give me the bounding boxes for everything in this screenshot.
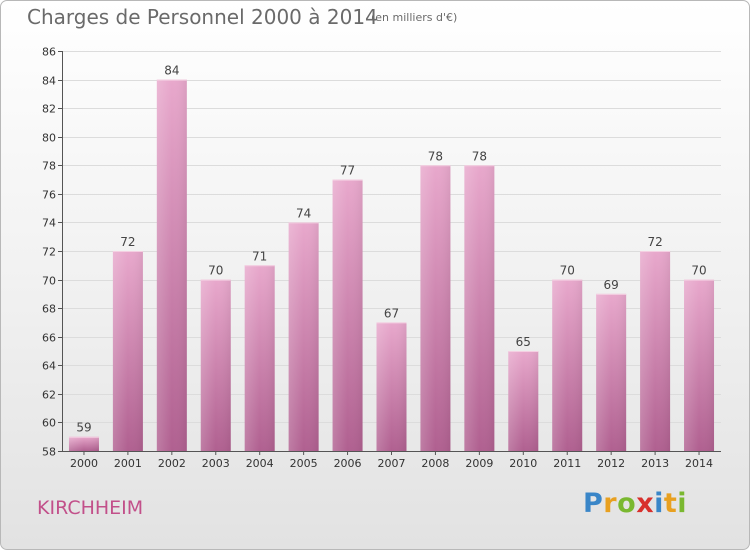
y-tick-label: 62 (42, 389, 56, 402)
bar-shine (508, 351, 539, 451)
y-tick-label: 66 (42, 332, 56, 345)
labels: 58 60 62 64 66 68 70 72 74 76 78 80 82 84 86 59 2000 72 20… (42, 46, 713, 471)
x-tick-label: 2012 (597, 457, 625, 470)
y-tick-label: 82 (42, 103, 56, 116)
bar-shine (156, 79, 187, 452)
x-tick-label: 2009 (465, 457, 493, 470)
bar-shine (420, 165, 451, 452)
bar-shine (640, 251, 671, 451)
logo-letter: i (677, 488, 688, 519)
bar-value-label: 78 (428, 149, 443, 163)
x-tick-label: 2008 (421, 457, 449, 470)
x-tick-label: 2014 (685, 457, 713, 470)
y-tick-label: 72 (42, 246, 56, 259)
x-tick-label: 2001 (114, 457, 142, 470)
chart-subtitle: (en milliers d'€) (371, 11, 458, 24)
bar-value-label: 67 (384, 306, 399, 320)
bar-value-label: 84 (164, 64, 179, 78)
y-tick-label: 60 (42, 417, 56, 430)
x-tick-label: 2003 (202, 457, 230, 470)
logo-letter: P (583, 488, 604, 519)
x-tick-label: 2011 (553, 457, 581, 470)
x-tick-label: 2000 (70, 457, 98, 470)
bar-value-label: 70 (208, 264, 223, 278)
bar-value-label: 78 (472, 149, 487, 163)
bar-value-label: 72 (120, 235, 135, 249)
bar-value-label: 69 (604, 278, 619, 292)
x-tick-label: 2010 (509, 457, 537, 470)
logo-letter: t (663, 488, 678, 519)
bar-value-label: 71 (252, 249, 267, 263)
x-tick-label: 2004 (246, 457, 274, 470)
logo-letter: x (636, 488, 655, 519)
bar-value-label: 59 (76, 421, 91, 435)
bars (68, 79, 715, 452)
y-tick-label: 74 (42, 217, 56, 230)
bar-shine (376, 322, 407, 451)
bar-shine (288, 222, 319, 451)
bar-value-label: 70 (691, 264, 706, 278)
y-tick-label: 80 (42, 132, 56, 145)
bar-value-label: 72 (647, 235, 662, 249)
y-tick-label: 76 (42, 189, 56, 202)
axes (58, 51, 721, 455)
chart-title: Charges de Personnel 2000 à 2014 (27, 5, 378, 29)
bar-value-label: 65 (516, 335, 531, 349)
bar-shine (200, 279, 231, 451)
bar-shine (68, 436, 99, 451)
logo-letter: r (603, 488, 618, 519)
bar-shine (552, 279, 583, 451)
logo-letter: i (654, 488, 664, 519)
place-name: KIRCHHEIM (37, 497, 144, 519)
bar-value-label: 77 (340, 164, 355, 178)
x-tick-label: 2002 (158, 457, 186, 470)
y-tick-label: 86 (42, 46, 56, 59)
y-tick-label: 58 (42, 446, 56, 459)
x-tick-label: 2005 (290, 457, 318, 470)
bar-shine (464, 165, 495, 452)
bar-shine (332, 179, 363, 452)
y-tick-label: 78 (42, 160, 56, 173)
x-tick-label: 2006 (334, 457, 362, 470)
logo-letter: o (617, 488, 637, 519)
y-tick-label: 68 (42, 303, 56, 316)
x-tick-label: 2013 (641, 457, 669, 470)
bar-shine (244, 265, 275, 451)
x-tick-label: 2007 (378, 457, 406, 470)
y-tick-label: 64 (42, 360, 56, 373)
bar-value-label: 74 (296, 206, 311, 220)
y-tick-label: 70 (42, 275, 56, 288)
y-tick-label: 84 (42, 75, 56, 88)
bar-shine (596, 293, 627, 451)
bar-value-label: 70 (560, 264, 575, 278)
bar-shine (684, 279, 715, 451)
proxiti-logo: Proxiti (583, 488, 687, 519)
bar-shine (112, 251, 143, 451)
